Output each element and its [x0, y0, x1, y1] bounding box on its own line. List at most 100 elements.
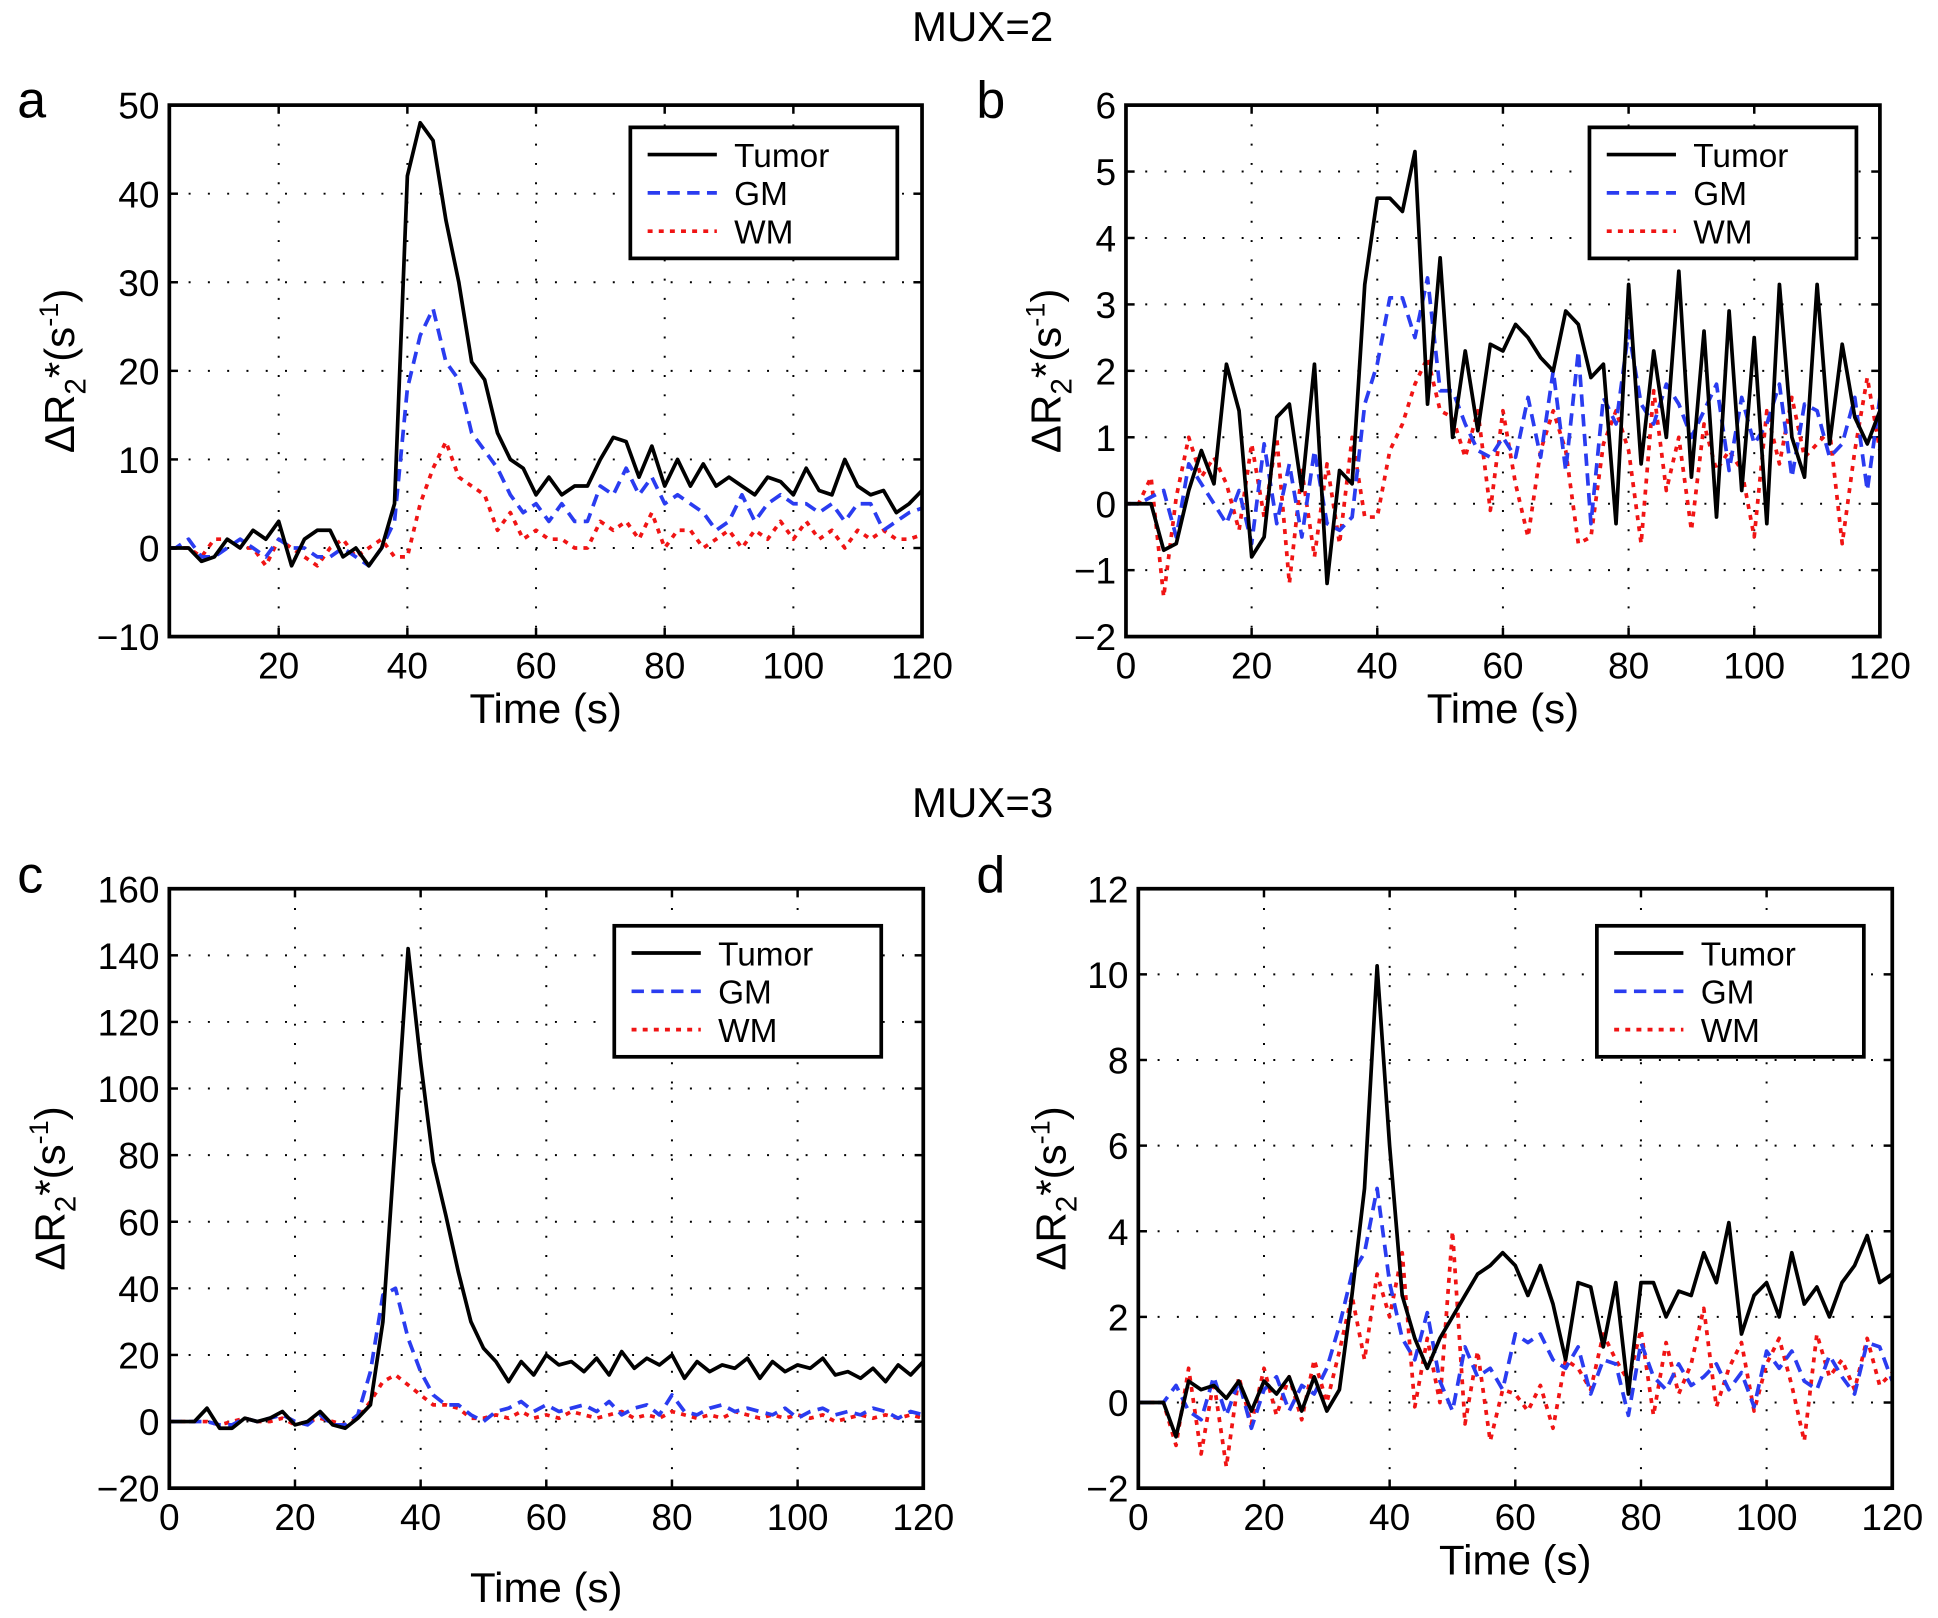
- series-group: [1138, 963, 1893, 1469]
- y-tick-label: 1: [1095, 417, 1116, 459]
- x-tick-label: 60: [1495, 1496, 1536, 1538]
- legend-label-tumor: Tumor: [1693, 138, 1788, 175]
- x-tick-label: 60: [526, 1496, 567, 1538]
- y-tick-label: 50: [118, 85, 159, 127]
- series-tumor-line: [169, 946, 924, 1431]
- x-tick-label: 80: [651, 1496, 692, 1538]
- y-label-sub: 2: [1046, 378, 1079, 395]
- plot-frame: [167, 103, 924, 639]
- y-tick-label: 160: [98, 868, 160, 910]
- legend-label-tumor: Tumor: [734, 138, 829, 175]
- x-tick-label: 120: [892, 1496, 954, 1538]
- y-tick-label: 10: [118, 439, 159, 481]
- y-tick-label: −2: [1074, 616, 1116, 658]
- x-tick-label: 80: [1620, 1496, 1661, 1538]
- legend-label-wm: WM: [1701, 1013, 1760, 1050]
- x-tick-label: 20: [258, 645, 299, 687]
- y-tick-label: 60: [118, 1201, 159, 1243]
- x-tick-label: 20: [1231, 645, 1272, 687]
- legend-box: [612, 923, 884, 1059]
- x-tick-label: 60: [1482, 645, 1523, 687]
- x-tick-label: 100: [1736, 1496, 1798, 1538]
- y-label-end: ): [36, 289, 83, 303]
- series-group: [1125, 149, 1880, 599]
- y-tick-label: 30: [118, 262, 159, 304]
- x-tick-label: 120: [891, 645, 953, 687]
- y-tick-label: 3: [1095, 284, 1116, 326]
- y-label-base: ΔR: [26, 1212, 73, 1270]
- legend-label-gm: GM: [1693, 176, 1747, 213]
- y-label-mid: *(s: [26, 1144, 73, 1195]
- x-tick-label: 20: [274, 1496, 315, 1538]
- x-tick-label: 80: [1608, 645, 1649, 687]
- y-label-mid: *(s: [1022, 327, 1069, 378]
- y-label-end: ): [1022, 289, 1069, 303]
- x-tick-label: 40: [1357, 645, 1398, 687]
- y-tick-label: 8: [1108, 1040, 1129, 1082]
- y-tick-label: 4: [1108, 1211, 1129, 1253]
- y-tick-label: 20: [118, 350, 159, 392]
- y-label-base: ΔR: [36, 395, 83, 453]
- panel-letter: d: [976, 846, 1005, 904]
- plot-frame: [167, 886, 926, 1491]
- x-tick-label: 20: [1243, 1496, 1284, 1538]
- y-label-sup: -1: [33, 303, 64, 327]
- y-tick-label: 80: [118, 1135, 159, 1177]
- x-axis-label: Time (s): [1439, 1537, 1591, 1584]
- series-group: [169, 946, 924, 1431]
- x-axis-label: Time (s): [469, 685, 621, 732]
- series-wm-line: [1125, 355, 1880, 599]
- y-tick-label: 0: [139, 528, 160, 570]
- y-tick-label: 10: [1087, 954, 1128, 996]
- x-tick-label: 0: [1116, 645, 1137, 687]
- series-wm-line: [169, 1373, 924, 1427]
- y-axis-label: ΔR2*(s-1): [33, 289, 92, 453]
- series-gm-line: [169, 1286, 924, 1427]
- panel-a: a 20 40 60 80 100 120 −10 0 10 20 30 40 50 Time (s) ΔR2…: [17, 71, 953, 732]
- legend-label-tumor: Tumor: [718, 936, 813, 973]
- y-label-sup: -1: [1019, 303, 1050, 327]
- x-tick-label: 120: [1861, 1496, 1923, 1538]
- series-gm-line: [1138, 1186, 1893, 1431]
- panel-c: c0 20 40 60 80 100 120−20020406080100120140160…: [17, 846, 954, 1610]
- legend-label-gm: GM: [1701, 975, 1755, 1012]
- y-tick-label: 120: [98, 1002, 160, 1044]
- x-axis-label: Time (s): [470, 1564, 622, 1611]
- y-label-sub: 2: [59, 378, 92, 395]
- y-tick-label: 40: [118, 173, 159, 215]
- y-tick-label: 140: [98, 935, 160, 977]
- y-axis-label: ΔR2*(s-1): [1024, 1106, 1083, 1270]
- y-tick-label: −2: [1086, 1468, 1128, 1510]
- plot-frame: [1136, 886, 1895, 1491]
- x-tick-label: 80: [644, 645, 685, 687]
- series-tumor-line: [1138, 963, 1893, 1439]
- y-tick-label: 12: [1087, 868, 1128, 910]
- y-tick-label: 2: [1095, 350, 1116, 392]
- y-label-sup: -1: [23, 1120, 54, 1144]
- y-tick-label: −1: [1074, 550, 1116, 592]
- y-tick-label: 6: [1108, 1125, 1129, 1167]
- x-tick-label: 120: [1849, 645, 1911, 687]
- panel-letter: b: [976, 71, 1005, 129]
- x-tick-label: 40: [387, 645, 428, 687]
- x-tick-label: 100: [767, 1496, 829, 1538]
- title-mux2: MUX=2: [912, 3, 1053, 50]
- plot-frame: [1124, 103, 1882, 639]
- series-tumor-line: [1125, 149, 1880, 586]
- y-tick-label: 6: [1095, 85, 1116, 127]
- y-tick-label: 0: [1095, 483, 1116, 525]
- panel-letter: c: [17, 846, 43, 904]
- series-wm-line: [1138, 1229, 1893, 1469]
- y-label-end: ): [26, 1106, 73, 1120]
- y-label-end: ): [1027, 1106, 1074, 1120]
- x-tick-label: 100: [762, 645, 824, 687]
- y-label-sub: 2: [49, 1196, 82, 1213]
- y-tick-label: −20: [97, 1468, 160, 1510]
- y-axis-label: ΔR2*(s-1): [23, 1106, 82, 1270]
- legend-label-gm: GM: [734, 176, 788, 213]
- y-tick-label: 100: [98, 1068, 160, 1110]
